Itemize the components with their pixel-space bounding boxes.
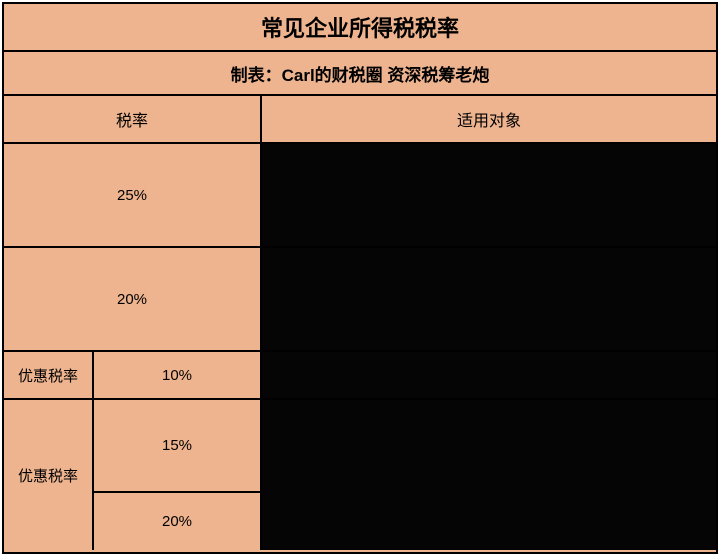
table-row: 优惠税率 10%: [4, 352, 716, 400]
target-cell-redacted: [262, 400, 716, 550]
table-row: 25%: [4, 144, 716, 248]
preferential-rates: 15% 20%: [94, 400, 262, 550]
table-title: 常见企业所得税税率: [4, 4, 716, 52]
rate-cell: 20%: [4, 248, 262, 350]
table-row: 20%: [4, 248, 716, 352]
header-target: 适用对象: [262, 96, 716, 142]
preferential-label: 优惠税率: [4, 352, 94, 398]
rate-value: 25%: [117, 187, 147, 204]
pref-rate-value: 15%: [162, 437, 192, 454]
pref-rate-item: 20%: [94, 493, 260, 550]
header-rate: 税率: [4, 96, 262, 142]
pref-rate-value: 10%: [162, 367, 192, 384]
subtitle-text: 制表：Carl的财税圈 资深税筹老炮: [231, 61, 490, 86]
title-text: 常见企业所得税税率: [261, 11, 459, 43]
pref-label-text: 优惠税率: [18, 365, 78, 386]
pref-rate-item: 15%: [94, 400, 260, 493]
pref-rate-value: 20%: [162, 513, 192, 530]
target-cell-redacted: [262, 248, 716, 350]
rate-value: 20%: [117, 291, 147, 308]
preferential-label: 优惠税率: [4, 400, 94, 550]
target-cell-redacted: [262, 352, 716, 398]
rate-cell: 25%: [4, 144, 262, 246]
preferential-rates: 10%: [94, 352, 262, 398]
table-row: 优惠税率 15% 20%: [4, 400, 716, 550]
tax-rate-table: 常见企业所得税税率 制表：Carl的财税圈 资深税筹老炮 税率 适用对象 25%…: [2, 2, 718, 554]
header-target-text: 适用对象: [457, 107, 521, 131]
table-header: 税率 适用对象: [4, 96, 716, 144]
header-rate-text: 税率: [116, 107, 148, 131]
target-cell-redacted: [262, 144, 716, 246]
table-subtitle: 制表：Carl的财税圈 资深税筹老炮: [4, 52, 716, 96]
pref-label-text: 优惠税率: [18, 465, 78, 486]
pref-rate-item: 10%: [94, 352, 260, 398]
